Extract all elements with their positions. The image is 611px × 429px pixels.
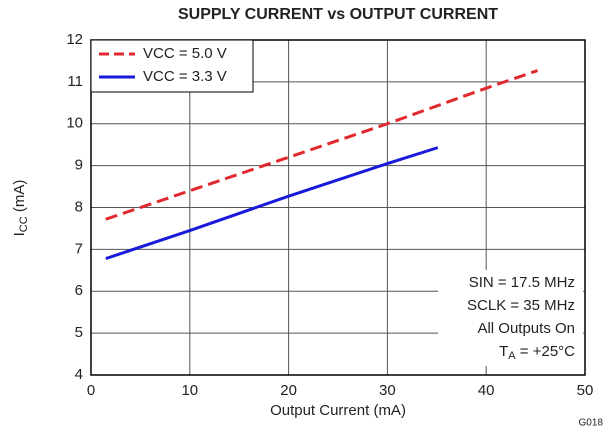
y-tick-label: 11 bbox=[67, 73, 83, 90]
x-tick-label: 0 bbox=[87, 382, 95, 399]
annotation-bg bbox=[438, 270, 583, 366]
legend-label: VCC = 3.3 V bbox=[143, 68, 227, 85]
legend: VCC = 5.0 V VCC = 3.3 V bbox=[90, 39, 254, 93]
y-tick-label: 9 bbox=[75, 157, 83, 174]
annotation-rest: = +25°C bbox=[516, 343, 576, 360]
annotation: SIN = 17.5 MHz bbox=[469, 274, 575, 291]
annotation: All Outputs On bbox=[477, 320, 575, 337]
y-label-sub: CC bbox=[18, 216, 30, 232]
plot-border bbox=[90, 39, 586, 376]
legend-box bbox=[90, 39, 254, 93]
x-tick-label: 30 bbox=[379, 382, 396, 399]
annotation: SCLK = 35 MHz bbox=[467, 297, 575, 314]
y-label-rest: (mA) bbox=[11, 180, 28, 217]
y-tick-label: 10 bbox=[66, 115, 83, 132]
x-tick-label: 10 bbox=[181, 382, 198, 399]
chart-title: SUPPLY CURRENT vs OUTPUT CURRENT bbox=[178, 6, 498, 23]
y-axis-label: ICC (mA) bbox=[11, 180, 30, 237]
x-tick-label: 20 bbox=[280, 382, 297, 399]
figure-id: G018 bbox=[579, 418, 604, 429]
x-axis-label: Output Current (mA) bbox=[270, 402, 406, 419]
annotation-sub: A bbox=[508, 350, 516, 362]
series-line bbox=[105, 146, 439, 261]
x-tick-label: 40 bbox=[478, 382, 495, 399]
annotation-block: SIN = 17.5 MHz SCLK = 35 MHz All Outputs O… bbox=[438, 270, 583, 366]
series-line bbox=[105, 69, 539, 221]
y-tick-label: 4 bbox=[75, 366, 83, 383]
legend-label: VCC = 5.0 V bbox=[143, 45, 227, 62]
x-tick-label: 50 bbox=[577, 382, 594, 399]
annotation: TA = +25°C bbox=[499, 343, 575, 362]
y-label-main: I bbox=[11, 232, 28, 236]
y-tick-label: 5 bbox=[75, 324, 83, 341]
annotation-main: T bbox=[499, 343, 508, 360]
y-tick-label: 8 bbox=[75, 198, 83, 215]
y-tick-label: 7 bbox=[75, 240, 83, 257]
y-tick-label: 12 bbox=[66, 31, 83, 48]
y-tick-label: 6 bbox=[75, 282, 83, 299]
